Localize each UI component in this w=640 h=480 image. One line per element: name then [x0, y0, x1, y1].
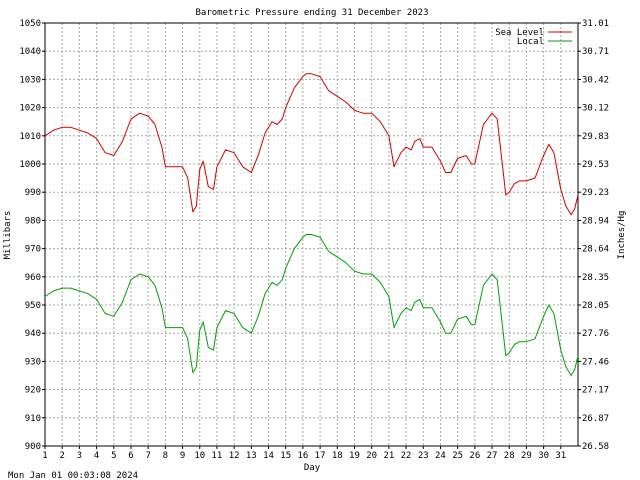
series-line-local — [44, 234, 579, 376]
y-tick-label-left: 980 — [25, 216, 41, 226]
y-tick-label-left: 1050 — [19, 19, 41, 29]
y-tick-label-left: 900 — [25, 442, 41, 452]
x-tick-label: 27 — [487, 451, 498, 461]
y-tick-label-left: 1000 — [19, 160, 41, 170]
y-tick-label-right: 30.42 — [582, 75, 609, 85]
y-tick-label-right: 28.64 — [582, 245, 609, 255]
x-tick-label: 31 — [555, 451, 566, 461]
y-axis-left-ticks: 900 910 920 930 940 950 960 970 980 990 1000 1010 10… — [19, 19, 45, 452]
x-tick-label: 3 — [77, 451, 82, 461]
y-tick-label-left: 920 — [25, 386, 41, 396]
x-axis-ticks: 1 2 3 4 5 6 7 8 9 10 11 12 13 14 15 16 17 18 19 20 21 22 23 24 2… — [42, 446, 566, 461]
x-tick-label: 28 — [504, 451, 515, 461]
y-tick-label-left: 1010 — [19, 132, 41, 142]
y-tick-label-right: 28.94 — [582, 216, 609, 226]
x-tick-label: 5 — [111, 451, 116, 461]
x-tick-label: 12 — [229, 451, 240, 461]
x-tick-label: 17 — [315, 451, 326, 461]
x-tick-label: 19 — [349, 451, 360, 461]
timestamp-footer: Mon Jan 01 00:03:08 2024 — [8, 471, 138, 480]
y-tick-label-left: 1030 — [19, 75, 41, 85]
x-tick-label: 21 — [383, 451, 394, 461]
legend-label-local: Local — [517, 37, 544, 47]
x-tick-label: 11 — [212, 451, 223, 461]
y-tick-label-right: 28.35 — [582, 273, 609, 283]
x-tick-label: 10 — [194, 451, 205, 461]
y-tick-label-left: 970 — [25, 245, 41, 255]
y-axis-right-label: Inches/Hg — [617, 211, 627, 260]
y-tick-label-right: 26.87 — [582, 414, 609, 424]
y-tick-label-right: 26.58 — [582, 442, 609, 452]
x-tick-label: 8 — [163, 451, 168, 461]
y-axis-left-label: Millibars — [3, 211, 13, 260]
x-tick-label: 7 — [145, 451, 150, 461]
y-tick-label-right: 27.46 — [582, 357, 609, 367]
x-tick-label: 13 — [246, 451, 257, 461]
y-tick-label-left: 940 — [25, 329, 41, 339]
y-tick-label-right: 30.12 — [582, 104, 609, 114]
y-tick-label-left: 1040 — [19, 47, 41, 57]
y-tick-label-left: 990 — [25, 188, 41, 198]
grid-lines — [45, 23, 578, 446]
x-tick-label: 2 — [59, 451, 64, 461]
x-tick-label: 1 — [42, 451, 47, 461]
x-tick-label: 16 — [297, 451, 308, 461]
y-tick-label-left: 1020 — [19, 104, 41, 114]
x-tick-label: 6 — [128, 451, 133, 461]
x-tick-label: 25 — [452, 451, 463, 461]
x-tick-label: 14 — [263, 451, 274, 461]
y-tick-label-right: 27.17 — [582, 386, 609, 396]
x-tick-label: 24 — [435, 451, 446, 461]
y-tick-label-right: 29.83 — [582, 132, 609, 142]
x-axis-label: Day — [304, 463, 321, 473]
plot-area-frame — [44, 22, 579, 447]
y-axis-right-ticks: 26.58 26.87 27.17 27.46 27.76 28.05 28.35 28.64… — [578, 19, 609, 452]
y-tick-label-right: 29.53 — [582, 160, 609, 170]
x-tick-label: 26 — [469, 451, 480, 461]
y-tick-label-left: 930 — [25, 357, 41, 367]
y-tick-label-left: 960 — [25, 273, 41, 283]
x-tick-label: 18 — [332, 451, 343, 461]
legend: Sea Level Local — [495, 28, 572, 47]
y-tick-label-left: 950 — [25, 301, 41, 311]
x-tick-label: 22 — [401, 451, 412, 461]
y-tick-label-right: 30.71 — [582, 47, 609, 57]
legend-label-sea-level: Sea Level — [495, 28, 544, 38]
x-tick-label: 29 — [521, 451, 532, 461]
x-tick-label: 20 — [366, 451, 377, 461]
x-tick-label: 4 — [94, 451, 99, 461]
chart-title: Barometric Pressure ending 31 December 2… — [196, 8, 429, 18]
series-line-sea-level — [44, 73, 579, 216]
series-lines — [44, 73, 579, 376]
y-tick-label-right: 29.23 — [582, 188, 609, 198]
x-tick-label: 9 — [180, 451, 185, 461]
y-tick-label-right: 27.76 — [582, 329, 609, 339]
y-tick-label-right: 31.01 — [582, 19, 609, 29]
y-tick-label-left: 910 — [25, 414, 41, 424]
x-tick-label: 15 — [280, 451, 291, 461]
x-tick-label: 30 — [538, 451, 549, 461]
x-tick-label: 23 — [418, 451, 429, 461]
y-tick-label-right: 28.05 — [582, 301, 609, 311]
